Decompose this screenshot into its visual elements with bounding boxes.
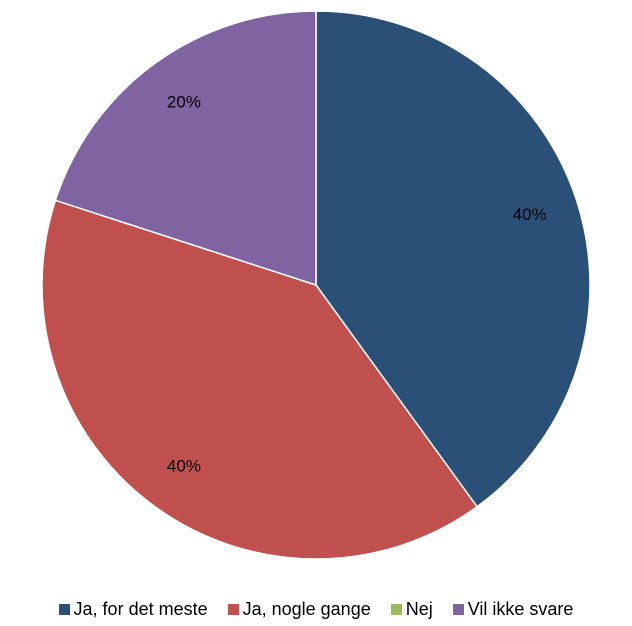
legend-swatch-ja-nogle-gange — [227, 603, 239, 615]
pie-plot-area: 40% 40% 20% — [41, 10, 591, 560]
legend-label-nej: Nej — [405, 598, 433, 619]
slice-label-ja-nogle-gange: 40% — [167, 456, 201, 475]
legend-label-vil-ikke-svare: Vil ikke svare — [467, 598, 574, 619]
legend-item-ja-for-det-meste: Ja, for det meste — [58, 598, 208, 620]
legend-label-ja-for-det-meste: Ja, for det meste — [73, 598, 208, 619]
legend-item-nej: Nej — [390, 598, 433, 620]
chart-legend: Ja, for det meste Ja, nogle gange Nej Vi… — [0, 596, 632, 622]
pie-slice-vil-ikke-svare — [54, 10, 317, 287]
slice-label-ja-for-det-meste: 40% — [513, 205, 547, 224]
legend-item-vil-ikke-svare: Vil ikke svare — [452, 598, 574, 620]
slice-label-vil-ikke-svare: 20% — [167, 93, 201, 112]
legend-item-ja-nogle-gange: Ja, nogle gange — [227, 598, 371, 620]
legend-label-ja-nogle-gange: Ja, nogle gange — [242, 598, 371, 619]
legend-swatch-ja-for-det-meste — [58, 603, 70, 615]
legend-swatch-vil-ikke-svare — [452, 603, 464, 615]
pie-slice-ja-nogle-gange — [41, 199, 479, 560]
legend-swatch-nej — [390, 603, 402, 615]
pie-slice-ja-for-det-meste — [315, 10, 591, 508]
